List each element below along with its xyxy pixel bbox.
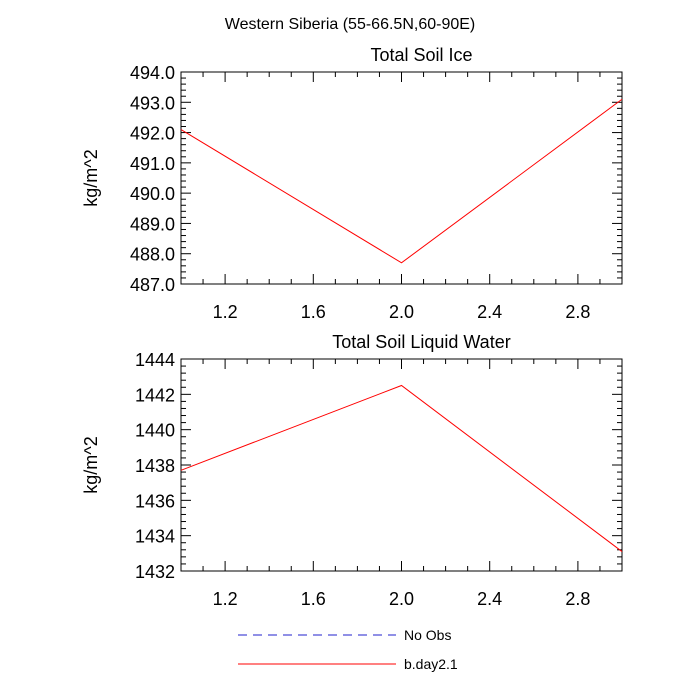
y-tick-label: 488.0 [130, 245, 175, 265]
y-tick-label: 487.0 [130, 275, 175, 295]
y-axis-label: kg/m^2 [81, 436, 101, 493]
panel-title: Total Soil Ice [370, 45, 472, 65]
y-axis-label: kg/m^2 [81, 149, 101, 206]
plot-frame [180, 71, 623, 285]
x-tick-label: 1.2 [213, 302, 238, 322]
panel-total-soil-ice: Total Soil Ice kg/m^2 487.0 488.0 489.0 490.0… [81, 45, 623, 322]
y-tick-label: 1444 [135, 350, 175, 370]
x-tick-label: 1.6 [301, 302, 326, 322]
y-tick-label: 490.0 [130, 184, 175, 204]
y-tick-label: 1432 [135, 562, 175, 582]
y-tick-label: 494.0 [130, 63, 175, 83]
series-line-b-day2-1 [180, 98, 623, 264]
series-line-b-day2-1 [180, 384, 623, 552]
x-tick-label: 2.8 [565, 589, 590, 609]
panel-title: Total Soil Liquid Water [332, 332, 510, 352]
y-tick-label: 1442 [135, 385, 175, 405]
x-tick-label: 1.2 [213, 589, 238, 609]
x-tick-label: 2.0 [389, 302, 414, 322]
plot-frame [180, 358, 623, 572]
y-tick-label: 492.0 [130, 124, 175, 144]
panel-total-soil-liquid-water: Total Soil Liquid Water kg/m^2 1432 1434 143… [81, 332, 623, 609]
x-tick-label: 2.0 [389, 589, 414, 609]
y-tick-label: 489.0 [130, 214, 175, 234]
y-tick-label: 493.0 [130, 93, 175, 113]
legend: No Obs b.day2.1 [238, 627, 458, 672]
y-tick-label: 1440 [135, 421, 175, 441]
x-tick-label: 2.8 [565, 302, 590, 322]
y-tick-label: 491.0 [130, 154, 175, 174]
legend-label: No Obs [404, 627, 451, 643]
x-tick-label: 1.6 [301, 589, 326, 609]
y-tick-label: 1434 [135, 527, 175, 547]
figure-suptitle: Western Siberia (55-66.5N,60-90E) [225, 16, 476, 33]
legend-label: b.day2.1 [404, 656, 458, 672]
y-tick-label: 1438 [135, 456, 175, 476]
x-tick-label: 2.4 [477, 302, 502, 322]
x-tick-label: 2.4 [477, 589, 502, 609]
y-tick-label: 1436 [135, 491, 175, 511]
